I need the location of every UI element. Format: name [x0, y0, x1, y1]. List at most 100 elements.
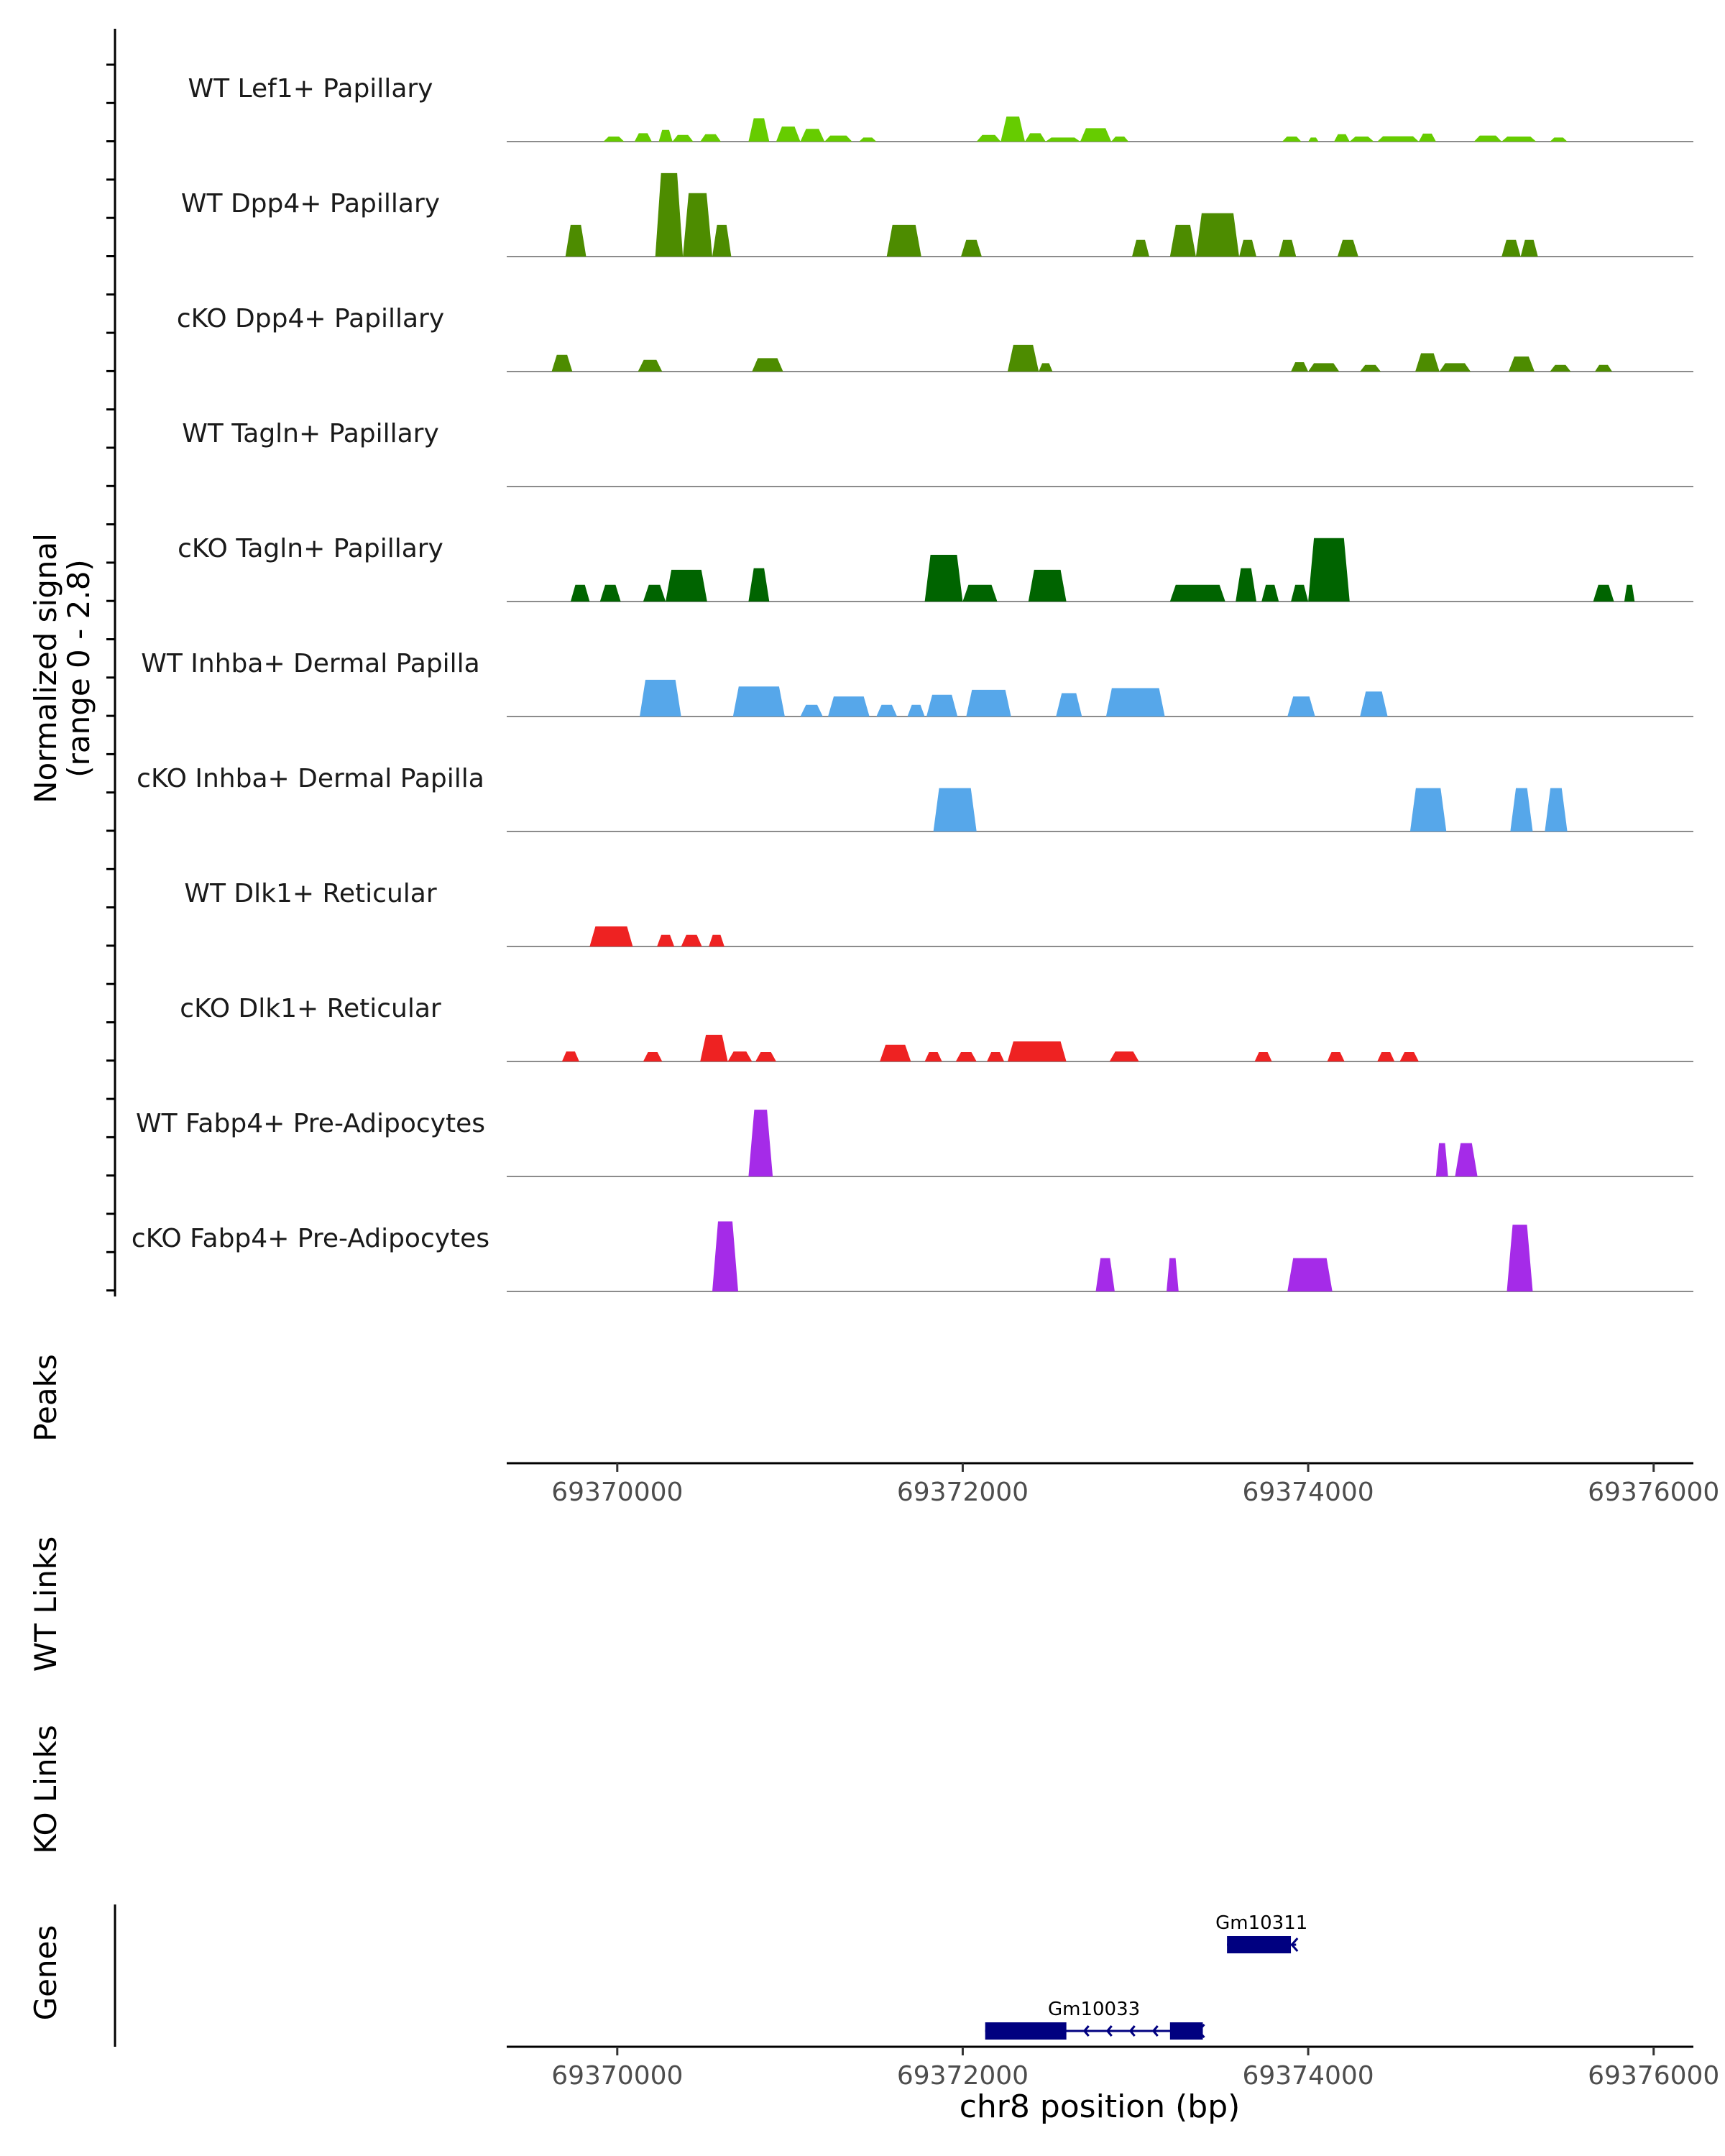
- coverage-peak: [776, 126, 801, 142]
- track-10: cKO Fabp4+ Pre-Adipocytes: [132, 1221, 1693, 1292]
- coverage-peak: [1415, 353, 1440, 372]
- coverage-peak: [655, 172, 684, 257]
- gene-exon: [985, 2022, 1067, 2040]
- coverage-peak: [1254, 1052, 1272, 1061]
- coverage-peak: [752, 358, 783, 372]
- gene-Gm10033: Gm10033: [985, 1999, 1205, 2040]
- strand-arrow: [1128, 2025, 1136, 2037]
- coverage-peak: [1007, 1041, 1067, 1061]
- coverage-peak: [1287, 696, 1315, 717]
- coverage-peak: [1169, 584, 1225, 602]
- coverage-peak: [1000, 116, 1025, 142]
- coverage-peak: [681, 934, 702, 946]
- track-label: cKO Dlk1+ Reticular: [180, 994, 441, 1023]
- coverage-peak: [748, 568, 770, 602]
- coverage-peak: [880, 1044, 911, 1061]
- coverage-peak: [955, 1052, 977, 1061]
- coverage-peak: [748, 1110, 773, 1176]
- coverage-peak: [824, 135, 852, 142]
- coverage-peak: [1239, 239, 1256, 257]
- coverage-peak: [1261, 584, 1279, 602]
- coverage-peak: [976, 134, 1001, 142]
- coverage-peak: [1334, 134, 1350, 142]
- coverage-peak: [1360, 364, 1381, 372]
- coverage-peak: [589, 926, 633, 946]
- coverage-peak: [1473, 135, 1502, 142]
- coverage-peak: [1593, 584, 1614, 602]
- x-tick-label: 69374000: [1242, 1478, 1374, 1507]
- coverage-peak: [1501, 239, 1521, 257]
- track-label: WT Dlk1+ Reticular: [184, 879, 436, 908]
- coverage-peak: [1327, 1052, 1345, 1061]
- coverage-peak: [828, 696, 870, 717]
- coverage-peak: [638, 359, 663, 372]
- track-label: cKO Inhba+ Dermal Papilla: [137, 764, 484, 793]
- coverage-peak: [732, 686, 785, 717]
- strand-arrow: [1290, 1938, 1299, 1952]
- genes-x-axis: 69370000 69372000 69374000 69376000: [551, 2047, 1719, 2091]
- y-axis-title: Normalized signal (range 0 - 2.8): [28, 533, 96, 803]
- track-y-axis: [106, 29, 116, 1296]
- coverage-peak: [1545, 788, 1568, 831]
- coverage-peak: [1282, 137, 1302, 142]
- coverage-peak: [565, 224, 586, 257]
- coverage-peak: [1337, 239, 1358, 257]
- y-axis-title-line2: (range 0 - 2.8): [61, 559, 96, 778]
- track-1: WT Dpp4+ Papillary: [181, 172, 1693, 257]
- coverage-peak: [1105, 688, 1165, 717]
- coverage-peak: [1025, 133, 1046, 142]
- track-label: cKO Fabp4+ Pre-Adipocytes: [132, 1224, 489, 1253]
- coverage-peak: [551, 354, 573, 372]
- coverage-peak: [1595, 364, 1612, 372]
- track-8: cKO Dlk1+ Reticular: [180, 994, 1693, 1062]
- y-axis-title-line1: Normalized signal: [28, 533, 63, 803]
- coverage-peak: [1377, 136, 1419, 142]
- coverage-peak: [634, 133, 652, 142]
- track-9: WT Fabp4+ Pre-Adipocytes: [136, 1109, 1693, 1177]
- track-label: WT Fabp4+ Pre-Adipocytes: [136, 1109, 485, 1138]
- coverage-peak: [1195, 213, 1239, 257]
- coverage-peak: [1360, 691, 1388, 717]
- coverage-peak: [1501, 137, 1537, 142]
- coverage-peak: [962, 584, 998, 602]
- coverage-peak: [1510, 788, 1533, 831]
- coverage-peak: [886, 224, 921, 257]
- coverage-peak: [1111, 137, 1129, 142]
- peaks-panel-label: Peaks: [28, 1354, 63, 1442]
- coverage-peak: [1039, 363, 1053, 372]
- coverage-peak: [1349, 137, 1374, 142]
- coverage-tracks: WT Lef1+ Papillary WT Dpp4+ Papillary cKO …: [132, 74, 1693, 1292]
- coverage-peak: [643, 584, 666, 602]
- coverage-peak: [1169, 224, 1196, 257]
- coverage-peak: [570, 584, 590, 602]
- coverage-peak: [666, 569, 707, 602]
- coverage-peak: [1409, 788, 1447, 831]
- coverage-peak: [672, 134, 694, 142]
- coverage-peak: [924, 555, 963, 602]
- coverage-peak: [1291, 584, 1309, 602]
- coverage-peak: [1520, 239, 1538, 257]
- coverage-peak: [800, 704, 823, 717]
- coverage-peak: [1167, 1258, 1179, 1291]
- coverage-peak: [1287, 1258, 1333, 1291]
- coverage-peak: [924, 1052, 942, 1061]
- coverage-peak: [1508, 356, 1535, 372]
- gene-track: Gm10311 Gm10033: [985, 1912, 1307, 2040]
- coverage-peak: [876, 704, 898, 717]
- coverage-peak: [1399, 1052, 1419, 1061]
- coverage-peak: [1007, 344, 1039, 372]
- coverage-peak: [700, 134, 721, 142]
- coverage-peak: [658, 129, 673, 142]
- coverage-peak: [1236, 568, 1256, 602]
- coverage-peak: [859, 137, 877, 142]
- coverage-peak: [987, 1052, 1005, 1061]
- x-tick-label: 69376000: [1588, 1478, 1719, 1507]
- track-label: WT Tagln+ Papillary: [182, 419, 439, 448]
- track-label: WT Dpp4+ Papillary: [181, 189, 440, 218]
- coverage-peak: [599, 584, 621, 602]
- coverage-peak: [1506, 1225, 1533, 1291]
- track-7: WT Dlk1+ Reticular: [184, 879, 1693, 947]
- coverage-peak: [1455, 1143, 1478, 1176]
- track-label: WT Lef1+ Papillary: [188, 74, 433, 103]
